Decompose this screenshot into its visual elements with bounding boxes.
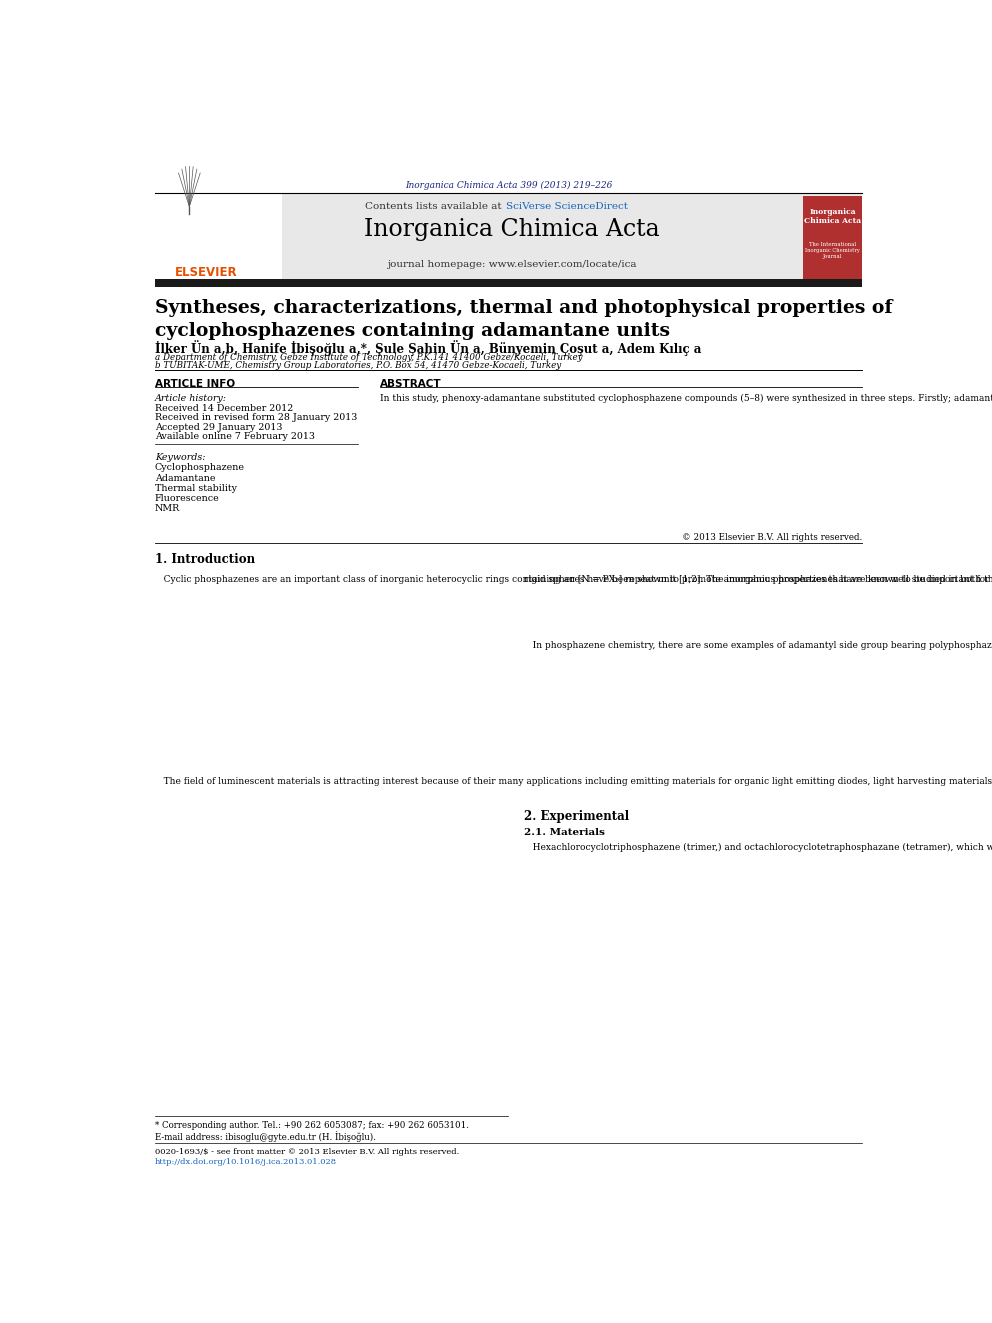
- Text: İlker Ün a,b, Hanife İbişoğlu a,*, Şule Şahin Ün a, Bünyemin Çoşut a, Adem Kılıç: İlker Ün a,b, Hanife İbişoğlu a,*, Şule …: [155, 340, 701, 356]
- Text: Thermal stability: Thermal stability: [155, 484, 237, 492]
- Text: The International
Inorganic Chemistry
Journal: The International Inorganic Chemistry Jo…: [806, 242, 860, 259]
- Text: b TUBITAK-UME, Chemistry Group Laboratories, P.O. Box 54, 41470 Gebze-Kocaeli, T: b TUBITAK-UME, Chemistry Group Laborator…: [155, 361, 561, 370]
- Bar: [155, 193, 862, 283]
- Text: Received in revised form 28 January 2013: Received in revised form 28 January 2013: [155, 413, 357, 422]
- Bar: [803, 196, 862, 280]
- Text: Contents lists available at: Contents lists available at: [365, 201, 505, 210]
- Bar: [155, 279, 862, 287]
- Text: journal homepage: www.elsevier.com/locate/ica: journal homepage: www.elsevier.com/locat…: [388, 259, 637, 269]
- Text: ABSTRACT: ABSTRACT: [380, 378, 441, 389]
- Text: Keywords:: Keywords:: [155, 454, 205, 462]
- Text: Syntheses, characterizations, thermal and photophysical properties of
cyclophosp: Syntheses, characterizations, thermal an…: [155, 299, 892, 340]
- Text: Inorganica Chimica Acta: Inorganica Chimica Acta: [364, 218, 660, 241]
- Text: Adamantane: Adamantane: [155, 474, 215, 483]
- Bar: [155, 193, 282, 283]
- Text: Cyclophosphazene: Cyclophosphazene: [155, 463, 245, 472]
- Text: Available online 7 February 2013: Available online 7 February 2013: [155, 431, 314, 441]
- Text: The field of luminescent materials is attracting interest because of their many : The field of luminescent materials is at…: [155, 777, 992, 786]
- Text: Accepted 29 January 2013: Accepted 29 January 2013: [155, 422, 283, 431]
- Text: 2. Experimental: 2. Experimental: [524, 810, 629, 823]
- Text: SciVerse ScienceDirect: SciVerse ScienceDirect: [506, 201, 628, 210]
- Text: ELSEVIER: ELSEVIER: [175, 266, 237, 279]
- Text: a Department of Chemistry, Gebze Institute of Technology, P.K.141 41400 Gebze/Ko: a Department of Chemistry, Gebze Institu…: [155, 353, 582, 363]
- Text: Hexachlorocyclotriphosphazene (trimer,) and octachlorocyclotetraphosphazane (tet: Hexachlorocyclotriphosphazene (trimer,) …: [524, 843, 992, 852]
- Text: E-mail address: ibisoglu@gyte.edu.tr (H. İbişoğlu).: E-mail address: ibisoglu@gyte.edu.tr (H.…: [155, 1131, 376, 1142]
- Text: In this study, phenoxy-adamantane substituted cyclophosphazene compounds (5–8) w: In this study, phenoxy-adamantane substi…: [380, 394, 992, 404]
- Text: Article history:: Article history:: [155, 394, 227, 404]
- Text: In phosphazene chemistry, there are some examples of adamantyl side group bearin: In phosphazene chemistry, there are some…: [524, 640, 992, 650]
- Text: 0020-1693/$ - see front matter © 2013 Elsevier B.V. All rights reserved.: 0020-1693/$ - see front matter © 2013 El…: [155, 1148, 459, 1156]
- Text: NMR: NMR: [155, 504, 180, 513]
- Text: * Corresponding author. Tel.: +90 262 6053087; fax: +90 262 6053101.: * Corresponding author. Tel.: +90 262 60…: [155, 1122, 469, 1130]
- Text: ARTICLE INFO: ARTICLE INFO: [155, 378, 235, 389]
- Text: Inorganica
Chimica Acta: Inorganica Chimica Acta: [804, 208, 861, 225]
- Text: http://dx.doi.org/10.1016/j.ica.2013.01.028: http://dx.doi.org/10.1016/j.ica.2013.01.…: [155, 1158, 337, 1166]
- Text: Inorganica Chimica Acta 399 (2013) 219–226: Inorganica Chimica Acta 399 (2013) 219–2…: [405, 181, 612, 191]
- Text: 1. Introduction: 1. Introduction: [155, 553, 255, 566]
- Text: © 2013 Elsevier B.V. All rights reserved.: © 2013 Elsevier B.V. All rights reserved…: [682, 533, 862, 541]
- Text: rigid spheres have been shown to promote amorphous properties that are known to : rigid spheres have been shown to promote…: [524, 576, 992, 585]
- Text: 2.1. Materials: 2.1. Materials: [524, 828, 605, 837]
- Text: Fluorescence: Fluorescence: [155, 493, 219, 503]
- Text: Cyclic phosphazenes are an important class of inorganic heterocyclic rings conta: Cyclic phosphazenes are an important cla…: [155, 576, 992, 585]
- Text: Received 14 December 2012: Received 14 December 2012: [155, 405, 293, 413]
